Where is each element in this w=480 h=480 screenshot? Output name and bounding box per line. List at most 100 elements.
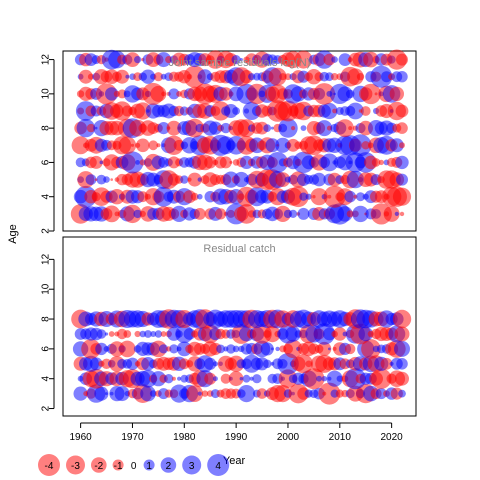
bubble-1992-age3 xyxy=(237,385,256,403)
bubble-1992-age6 xyxy=(239,155,254,169)
bubble-1983-age3 xyxy=(197,391,202,396)
bubble-2010-age4 xyxy=(336,375,343,382)
y-tick-label: 12 xyxy=(41,54,52,66)
bubble-1971-age12 xyxy=(134,56,142,64)
bubble-2008-age6 xyxy=(320,153,339,172)
bubble-1983-age3 xyxy=(193,208,206,220)
bubble-2013-age11 xyxy=(347,68,364,85)
panel2-frame xyxy=(62,236,417,417)
bubble-1982-age8 xyxy=(185,118,204,138)
bubble-1985-age6 xyxy=(204,156,217,169)
bubble-2011-age8 xyxy=(336,119,354,137)
y-tick-label: 4 xyxy=(41,375,52,381)
bubble-1962-age8 xyxy=(86,123,96,133)
bubble-2012-age3 xyxy=(346,210,354,218)
bubble-2003-age12 xyxy=(294,50,313,69)
bubble-1964-age3 xyxy=(94,386,109,401)
bubble-1996-age5 xyxy=(262,359,272,369)
panel2-y-axis: 2 4 6 8 10 12 xyxy=(41,253,55,411)
panel2-bubbles xyxy=(71,309,412,405)
bubble-1962-age5 xyxy=(85,174,97,186)
bubble-2001-age3 xyxy=(289,209,298,218)
bubble-2006-age4 xyxy=(310,188,328,206)
bubble-1969-age7 xyxy=(118,136,137,155)
bubble-2022-age5 xyxy=(396,173,408,186)
bubble-2008-age7 xyxy=(323,327,336,341)
bubble-1991-age4 xyxy=(239,377,243,381)
bubble-1991-age5 xyxy=(233,171,249,188)
y-tick-label: 10 xyxy=(41,283,52,295)
bubble-2015-age7 xyxy=(358,326,374,342)
bubble-2022-age4 xyxy=(395,371,409,386)
bubble-2006-age4 xyxy=(316,375,322,382)
bubble-1987-age9 xyxy=(211,101,231,121)
bubble-1988-age8 xyxy=(220,122,231,134)
bubble-1975-age10 xyxy=(150,85,167,102)
bubble-2001-age7 xyxy=(285,326,301,342)
bubble-1970-age3 xyxy=(123,204,142,224)
bubble-1970-age12 xyxy=(125,52,140,67)
legend-label: -1 xyxy=(114,461,123,472)
x-tick-label: 1970 xyxy=(121,432,144,443)
legend-bubble xyxy=(160,457,177,473)
x-tick-label: 2010 xyxy=(329,432,352,443)
legend-label: -3 xyxy=(71,461,80,472)
bubble-1970-age6 xyxy=(121,151,144,174)
bubble-1966-age5 xyxy=(110,178,113,181)
bubble-1997-age7 xyxy=(264,325,281,343)
bubble-1985-age5 xyxy=(204,357,217,370)
bubble-1998-age6 xyxy=(275,346,280,352)
bubble-2000-age4 xyxy=(278,369,298,389)
bubble-1966-age10 xyxy=(105,87,119,101)
bubble-1971-age6 xyxy=(135,160,141,165)
bubble-1973-age7 xyxy=(144,330,152,338)
bubble-1962-age11 xyxy=(87,73,95,80)
bubble-1976-age7 xyxy=(160,331,167,337)
bubble-1976-age6 xyxy=(159,344,169,354)
bubble-1966-age7 xyxy=(108,331,115,337)
bubble-2021-age10 xyxy=(389,86,404,102)
bubble-2016-age6 xyxy=(361,339,381,359)
bubble-1992-age11 xyxy=(239,70,254,84)
bubble-1975-age7 xyxy=(154,330,163,338)
legend-label: 3 xyxy=(189,461,195,472)
bubble-2011-age3 xyxy=(337,206,353,222)
bubble-1983-age4 xyxy=(197,193,203,200)
bubble-1969-age7 xyxy=(123,330,132,338)
bubble-2022-age7 xyxy=(399,142,405,149)
panel1-title: Joint sample residuals log(N) xyxy=(169,57,311,69)
legend-bubble xyxy=(182,455,202,475)
bubble-2019-age5 xyxy=(380,357,393,370)
bubble-1997-age7 xyxy=(265,138,280,153)
bubble-2007-age8 xyxy=(316,120,333,137)
bubble-2014-age11 xyxy=(356,73,365,81)
legend-bubble xyxy=(38,454,60,476)
bubble-1997-age8 xyxy=(270,126,274,130)
bubble-2007-age10 xyxy=(313,83,336,105)
bubble-2016-age12 xyxy=(363,51,379,68)
bubble-1973-age3 xyxy=(140,385,156,402)
bubble-1976-age8 xyxy=(157,122,170,135)
bubble-1998-age11 xyxy=(268,67,287,86)
bubble-1968-age3 xyxy=(114,386,130,402)
bubble-1988-age10 xyxy=(219,87,233,101)
bubble-1989-age6 xyxy=(229,160,233,164)
bubble-2000-age5 xyxy=(277,353,299,375)
bubble-1961-age11 xyxy=(78,69,93,84)
bubble-2022-age6 xyxy=(395,155,409,170)
bubble-2022-age7 xyxy=(394,326,410,342)
bubble-1960-age7 xyxy=(71,136,90,155)
bubble-2007-age6 xyxy=(317,341,332,356)
bubble-2018-age3 xyxy=(375,388,387,400)
bubble-2001-age8 xyxy=(291,126,296,131)
legend-label: -4 xyxy=(45,461,54,472)
legend-bubble xyxy=(112,459,124,471)
bubble-1995-age3 xyxy=(256,388,268,399)
bubble-1999-age3 xyxy=(274,385,292,403)
bubble-1992-age4 xyxy=(242,374,251,383)
bubble-1968-age11 xyxy=(115,69,130,84)
bubble-1974-age7 xyxy=(150,331,157,337)
bubble-2022-age8 xyxy=(392,309,412,329)
bubble-1981-age7 xyxy=(183,328,196,340)
bubble-1964-age6 xyxy=(95,342,108,356)
